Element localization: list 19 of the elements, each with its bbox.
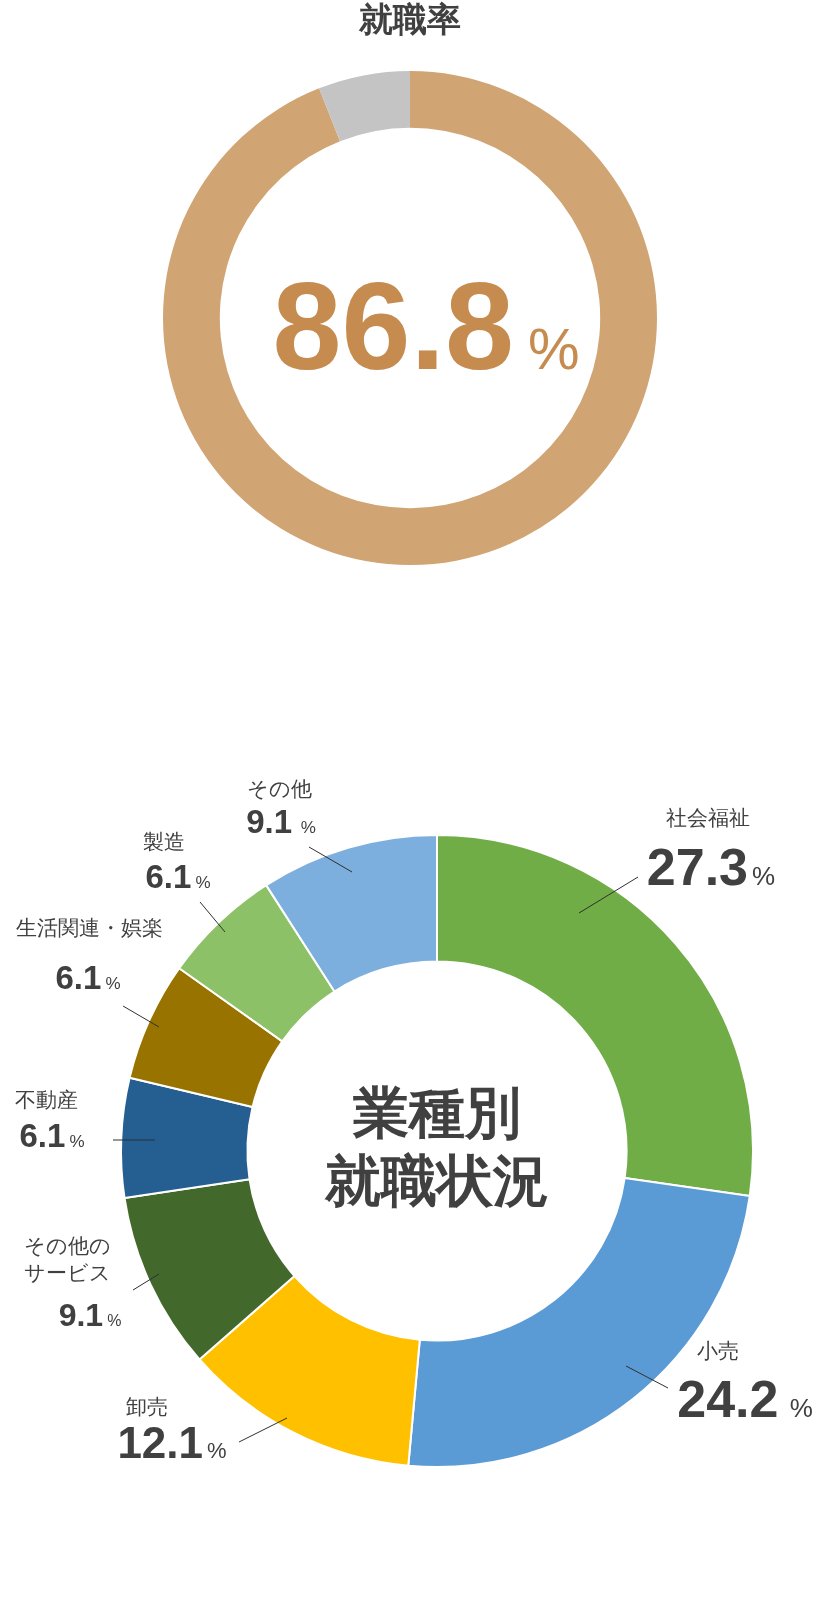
slice-label: 生活関連・娯楽 bbox=[15, 915, 163, 939]
slice-label: 小売 bbox=[697, 1338, 739, 1362]
data-label: 12.1% bbox=[117, 1417, 227, 1467]
data-label: 6.1% bbox=[145, 857, 211, 895]
data-label: 6.1% bbox=[19, 1116, 85, 1154]
slice-label: 不動産 bbox=[14, 1087, 78, 1111]
data-label: 6.1% bbox=[55, 958, 121, 996]
slice-label: その他 bbox=[246, 776, 312, 800]
slice-label: その他のサービス bbox=[23, 1233, 111, 1284]
data-label: 9.1 % bbox=[246, 802, 316, 840]
text: 業種別就職状況 bbox=[324, 1081, 549, 1213]
text: 86.8% bbox=[272, 256, 580, 395]
slice-label: 卸売 bbox=[126, 1394, 168, 1418]
data-label: 9.1% bbox=[58, 1296, 122, 1333]
slice-label: 製造 bbox=[143, 829, 185, 853]
data-label: 24.2 % bbox=[677, 1369, 813, 1428]
slice-label: 社会福祉 bbox=[666, 805, 750, 829]
data-label: 27.3% bbox=[646, 837, 776, 896]
chart-title: 就職率 bbox=[358, 0, 461, 39]
